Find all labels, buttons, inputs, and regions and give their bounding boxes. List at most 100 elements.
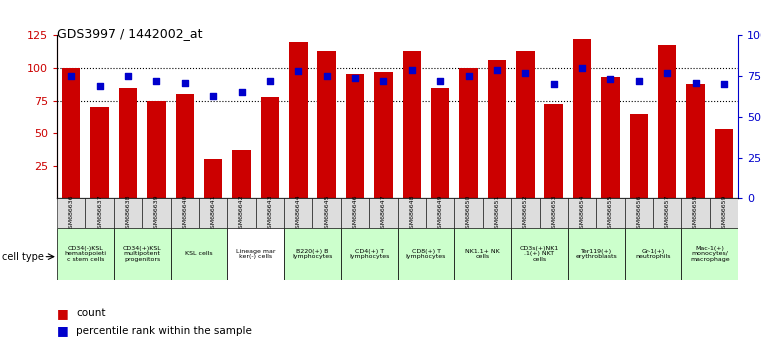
Text: GSM686658: GSM686658 [693,195,698,232]
Point [519,70,531,76]
Point [689,80,702,85]
Bar [284,228,341,280]
Bar [57,198,85,228]
Bar [629,114,648,198]
Bar [482,198,511,228]
Bar [601,77,619,198]
Text: Ter119(+)
erythroblasts: Ter119(+) erythroblasts [575,249,617,259]
Text: GSM686657: GSM686657 [664,195,670,232]
Bar [681,198,710,228]
Bar [653,198,681,228]
Text: GSM686659: GSM686659 [721,195,727,232]
Point [179,80,191,85]
Bar [568,228,625,280]
Text: Gr-1(+)
neutrophils: Gr-1(+) neutrophils [635,249,670,259]
Point [122,73,134,79]
Bar [114,198,142,228]
Text: count: count [76,308,106,318]
Bar [625,228,681,280]
Text: GSM686646: GSM686646 [352,195,358,232]
Bar [176,94,194,198]
Bar [625,198,653,228]
Bar [114,228,170,280]
Point [349,75,361,81]
Text: GSM686655: GSM686655 [608,195,613,232]
Point [463,73,475,79]
Bar [284,198,313,228]
Text: GSM686651: GSM686651 [495,195,499,232]
Point [576,65,588,71]
Bar [686,84,705,198]
Bar [261,97,279,198]
Point [718,81,730,87]
Point [65,73,78,79]
Bar [681,228,738,280]
Bar [426,198,454,228]
Bar [454,228,511,280]
Text: Lineage mar
ker(-) cells: Lineage mar ker(-) cells [236,249,275,259]
Bar [341,228,397,280]
Text: CD34(+)KSL
multipotent
progenitors: CD34(+)KSL multipotent progenitors [123,246,161,262]
Text: B220(+) B
lymphocytes: B220(+) B lymphocytes [292,249,333,259]
Bar [397,198,426,228]
Text: KSL cells: KSL cells [185,251,213,257]
Text: CD8(+) T
lymphocytes: CD8(+) T lymphocytes [406,249,446,259]
Text: NK1.1+ NK
cells: NK1.1+ NK cells [466,249,500,259]
Point [548,81,560,87]
Bar [544,104,563,198]
Text: cell type: cell type [2,252,43,262]
Text: CD3s(+)NK1
.1(+) NKT
cells: CD3s(+)NK1 .1(+) NKT cells [520,246,559,262]
Bar [454,198,482,228]
Bar [147,101,166,198]
Bar [403,51,421,198]
Bar [57,228,114,280]
Text: GSM686642: GSM686642 [239,194,244,232]
Bar [228,228,284,280]
Bar [232,150,251,198]
Bar [488,60,506,198]
Bar [289,42,307,198]
Point [207,93,219,98]
Point [406,67,418,73]
Text: GSM686656: GSM686656 [636,195,642,232]
Point [491,67,503,73]
Text: percentile rank within the sample: percentile rank within the sample [76,326,252,336]
Bar [345,74,365,198]
Bar [119,87,137,198]
Bar [91,107,109,198]
Text: GSM686653: GSM686653 [551,195,556,232]
Bar [540,198,568,228]
Bar [317,51,336,198]
Point [292,68,304,74]
Point [632,78,645,84]
Text: GSM686650: GSM686650 [466,195,471,232]
Text: ■: ■ [57,325,68,337]
Bar [511,198,540,228]
Text: Mac-1(+)
monocytes/
macrophage: Mac-1(+) monocytes/ macrophage [690,246,730,262]
Point [94,83,106,89]
Bar [204,159,222,198]
Bar [397,228,454,280]
Point [377,78,390,84]
Point [320,73,333,79]
Point [434,78,446,84]
Text: GSM686641: GSM686641 [211,195,215,232]
Bar [597,198,625,228]
Point [151,78,163,84]
Text: GSM686644: GSM686644 [296,194,301,232]
Bar [369,198,397,228]
Text: GSM686645: GSM686645 [324,195,330,232]
Bar [170,198,199,228]
Bar [573,39,591,198]
Bar [62,68,81,198]
Text: GSM686637: GSM686637 [97,194,102,232]
Text: GSM686654: GSM686654 [580,195,584,232]
Point [264,78,276,84]
Text: GSM686643: GSM686643 [267,194,272,232]
Text: GDS3997 / 1442002_at: GDS3997 / 1442002_at [57,27,202,40]
Bar [199,198,228,228]
Text: CD4(+) T
lymphocytes: CD4(+) T lymphocytes [349,249,390,259]
Text: GSM686647: GSM686647 [381,194,386,232]
Bar [511,228,568,280]
Text: GSM686652: GSM686652 [523,195,528,232]
